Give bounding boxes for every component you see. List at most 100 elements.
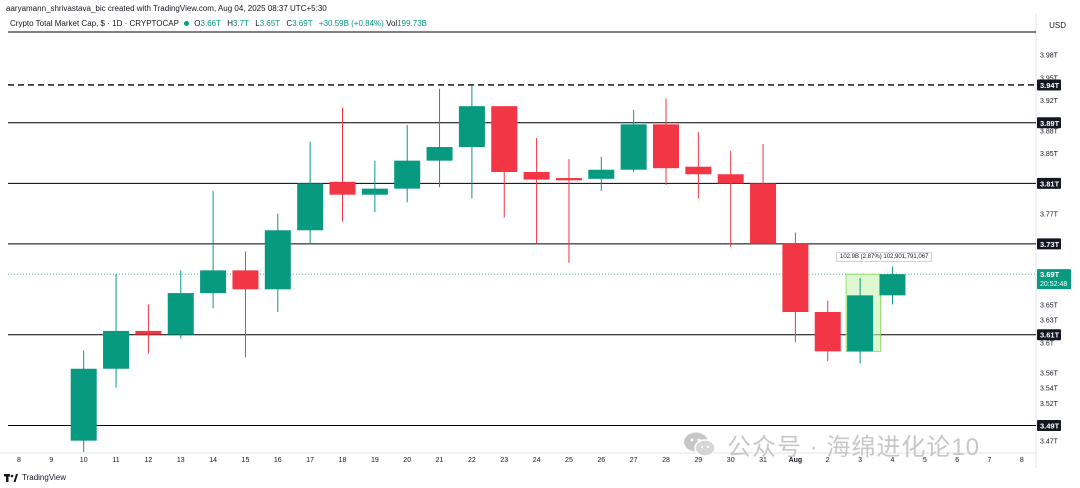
y-tick-label: 3.77T bbox=[1040, 212, 1059, 219]
candle-body bbox=[103, 330, 130, 369]
watermark-text: 公众号 · 海绵进化论10 bbox=[727, 434, 981, 461]
candle-body bbox=[814, 312, 841, 352]
x-tick-label: 28 bbox=[662, 457, 670, 464]
x-tick-label: 10 bbox=[80, 457, 88, 464]
y-tick-label: 3.63T bbox=[1040, 318, 1059, 325]
candle-body bbox=[879, 274, 906, 296]
candle-body bbox=[394, 160, 421, 189]
x-tick-label: 23 bbox=[500, 457, 508, 464]
x-tick-label: 17 bbox=[306, 457, 314, 464]
x-tick-label: 4 bbox=[890, 457, 894, 464]
current-price-tag bbox=[1037, 269, 1071, 290]
level-tag bbox=[1037, 329, 1061, 341]
candle-body bbox=[555, 178, 582, 181]
x-tick-label: 19 bbox=[371, 457, 379, 464]
symbol-name: Crypto Total Market Cap, $ · 1D · CRYPTO… bbox=[10, 19, 179, 28]
x-tick-label: 20 bbox=[403, 457, 411, 464]
footer: TradingView bbox=[4, 473, 66, 482]
candle-body bbox=[847, 295, 874, 352]
candle-body bbox=[264, 230, 291, 290]
level-label: 3.89T bbox=[1040, 119, 1060, 128]
footer-brand: TradingView bbox=[22, 473, 67, 482]
x-tick-label: 8 bbox=[17, 457, 21, 464]
x-tick-label: 9 bbox=[49, 457, 53, 464]
tradingview-logo-icon bbox=[4, 473, 18, 482]
countdown-label: 20:52:48 bbox=[1040, 281, 1067, 288]
candle-body bbox=[750, 183, 777, 244]
y-tick-label: 3.6T bbox=[1040, 340, 1055, 347]
candle-body bbox=[70, 368, 97, 441]
candle-body bbox=[426, 147, 453, 161]
x-tick-label: 24 bbox=[533, 457, 541, 464]
ohlc-low: L3.65T bbox=[255, 19, 281, 28]
current-price-label: 3.69T bbox=[1040, 270, 1060, 279]
candle-body bbox=[361, 188, 388, 195]
author-line: aaryamann_shrivastava_bic created with T… bbox=[6, 4, 327, 13]
level-label: 3.94T bbox=[1040, 81, 1060, 90]
x-tick-label: 5 bbox=[923, 457, 927, 464]
currency-label[interactable]: USD bbox=[1049, 21, 1066, 30]
y-tick-label: 3.88T bbox=[1040, 128, 1059, 135]
y-tick-label: 3.85T bbox=[1040, 151, 1059, 158]
candle-body bbox=[329, 181, 356, 195]
y-tick-label: 3.92T bbox=[1040, 98, 1059, 105]
y-tick-label: 3.56T bbox=[1040, 371, 1059, 378]
x-tick-label: 13 bbox=[177, 457, 185, 464]
volume: Vol199.73B bbox=[386, 19, 427, 28]
x-tick-label: 12 bbox=[145, 457, 153, 464]
level-tag bbox=[1037, 177, 1061, 189]
candle-body bbox=[620, 124, 647, 170]
candle-body bbox=[685, 166, 712, 175]
x-tick-label: 8 bbox=[1020, 457, 1024, 464]
x-tick-label: 15 bbox=[242, 457, 250, 464]
level-label: 3.81T bbox=[1040, 179, 1060, 188]
x-tick-label: 21 bbox=[436, 457, 444, 464]
x-tick-label: 25 bbox=[565, 457, 573, 464]
level-tag bbox=[1037, 79, 1061, 91]
y-tick-label: 3.98T bbox=[1040, 53, 1059, 60]
wechat-icon bbox=[684, 432, 716, 457]
x-tick-label: 22 bbox=[468, 457, 476, 464]
y-tick-label: 3.65T bbox=[1040, 302, 1059, 309]
level-label: 3.49T bbox=[1040, 422, 1060, 431]
y-tick-label: 3.47T bbox=[1040, 439, 1059, 446]
y-tick-label: 3.95T bbox=[1040, 75, 1059, 82]
candle-body bbox=[297, 183, 324, 231]
candle-body bbox=[135, 330, 162, 335]
candle-body bbox=[200, 270, 227, 294]
measure-label: 102.9B (2.87%) 102,901,791,067 bbox=[836, 252, 933, 262]
candle-body bbox=[653, 124, 679, 169]
symbol-legend: Crypto Total Market Cap, $ · 1D · CRYPTO… bbox=[10, 19, 431, 28]
x-tick-label: 30 bbox=[727, 457, 735, 464]
ohlc-close: C3.69T bbox=[286, 19, 313, 28]
level-tag bbox=[1037, 420, 1061, 432]
x-tick-label: 2 bbox=[826, 457, 830, 464]
candle-body bbox=[588, 169, 615, 179]
market-open-dot-icon bbox=[184, 21, 190, 27]
level-tag bbox=[1037, 238, 1061, 250]
candle-body bbox=[491, 106, 518, 172]
ohlc-high: H3.7T bbox=[227, 19, 250, 28]
ohlc-open: O3.66T bbox=[194, 19, 221, 28]
x-tick-label: 18 bbox=[339, 457, 347, 464]
y-tick-label: 3.52T bbox=[1040, 401, 1059, 408]
x-tick-label: 29 bbox=[694, 457, 702, 464]
x-tick-label: 27 bbox=[630, 457, 638, 464]
level-tag bbox=[1037, 117, 1061, 129]
candle-body bbox=[167, 293, 194, 335]
level-label: 3.61T bbox=[1040, 331, 1060, 340]
level-label: 3.73T bbox=[1040, 240, 1060, 249]
x-tick-label: 26 bbox=[597, 457, 605, 464]
candle-body bbox=[232, 270, 259, 290]
candle-body bbox=[782, 243, 809, 312]
watermark: 公众号 · 海绵进化论10 bbox=[683, 427, 980, 462]
candle-body bbox=[458, 106, 485, 148]
x-tick-label: 3 bbox=[858, 457, 862, 464]
x-tick-label: 31 bbox=[759, 457, 767, 464]
x-tick-label: Aug bbox=[789, 457, 803, 464]
price-change: +30.59B (+0.84%) bbox=[318, 19, 384, 28]
x-tick-label: 11 bbox=[112, 457, 119, 464]
x-tick-label: 7 bbox=[988, 457, 992, 464]
candle-body bbox=[523, 172, 550, 180]
